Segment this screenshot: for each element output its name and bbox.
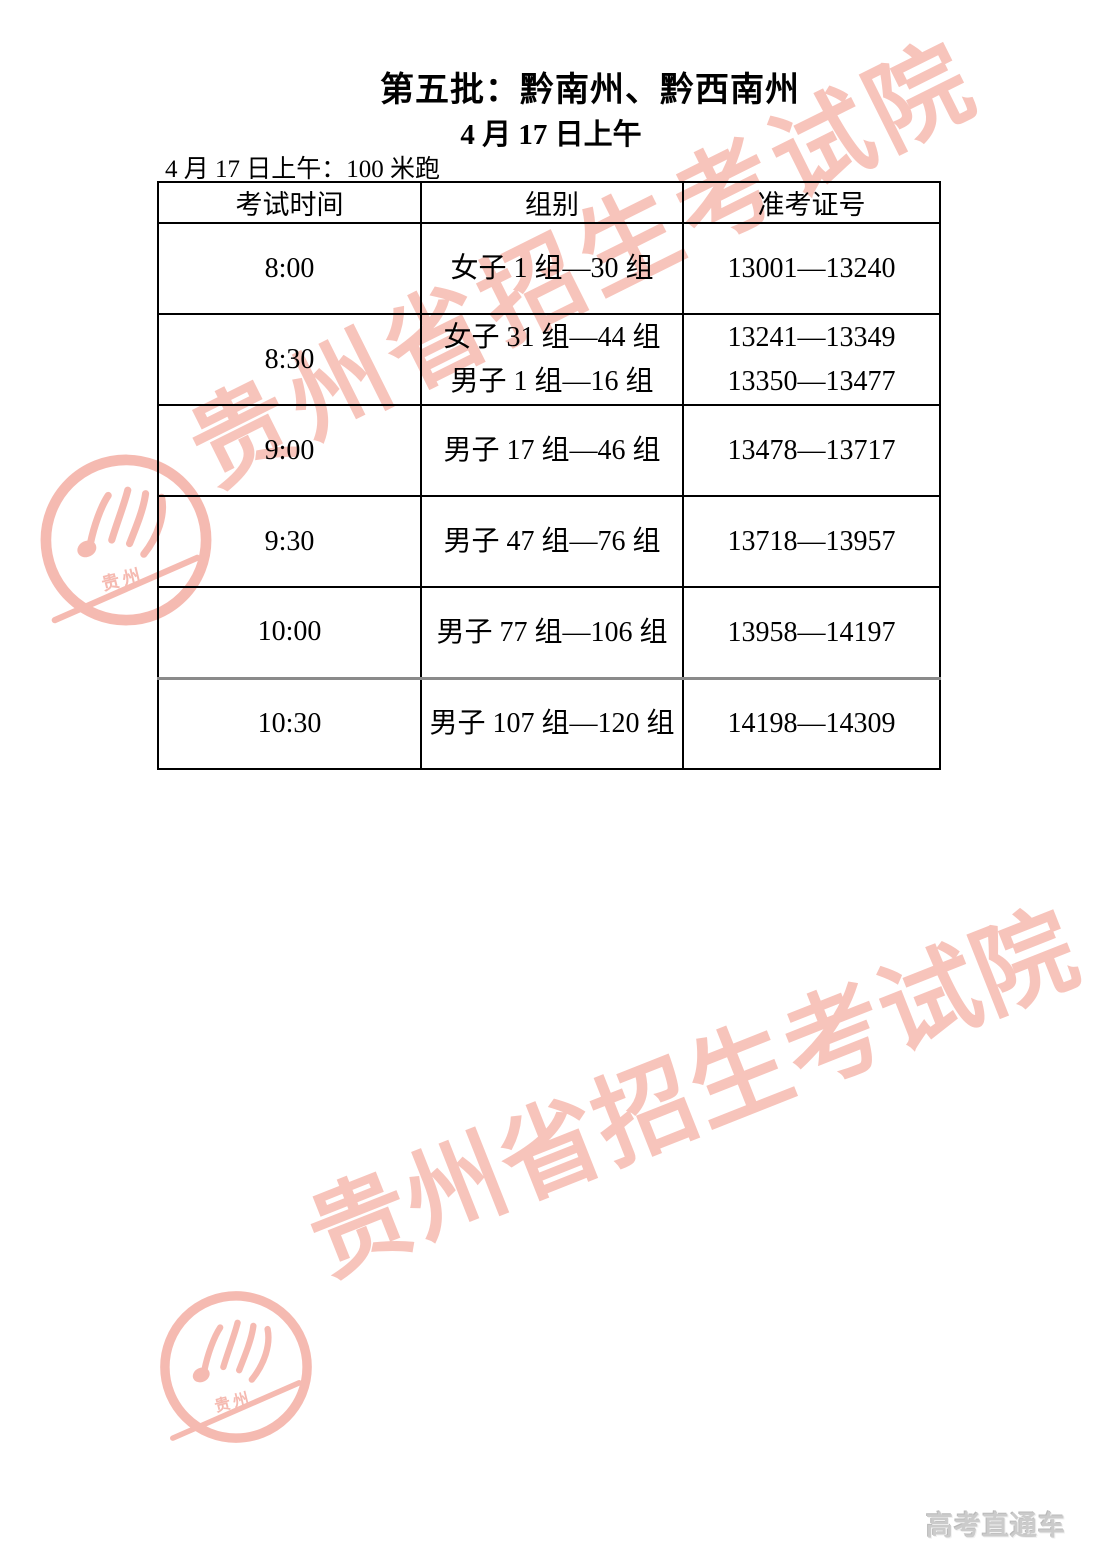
cell-ticket: 13001—13240 xyxy=(682,222,941,315)
table-row: 10:30 男子 107 组—120 组 14198—14309 xyxy=(157,677,941,770)
table-row: 8:00 女子 1 组—30 组 13001—13240 xyxy=(157,222,941,315)
cell-time: 9:00 xyxy=(157,404,422,497)
footer-brand: 高考直通车 xyxy=(926,1511,1066,1541)
page-subtitle: 4 月 17 日上午 xyxy=(460,119,642,151)
cell-time: 9:30 xyxy=(157,495,422,588)
cell-group: 女子 31 组—44 组 男子 1 组—16 组 xyxy=(420,313,684,406)
cell-time: 10:00 xyxy=(157,586,422,680)
table-row: 8:30 女子 31 组—44 组 男子 1 组—16 组 13241—1334… xyxy=(157,313,941,406)
cell-ticket: 13718—13957 xyxy=(682,495,941,588)
header-exam-time: 考试时间 xyxy=(157,181,422,224)
table-row: 9:30 男子 47 组—76 组 13718—13957 xyxy=(157,495,941,588)
header-group: 组别 xyxy=(420,181,684,224)
seal-stamp-icon: 贵州 xyxy=(160,1291,312,1443)
header-ticket-number: 准考证号 xyxy=(682,181,941,224)
table-row: 9:00 男子 17 组—46 组 13478—13717 xyxy=(157,404,941,497)
cell-group: 男子 107 组—120 组 xyxy=(420,677,684,770)
exam-schedule-table: 考试时间 组别 准考证号 8:00 女子 1 组—30 组 13001—1324… xyxy=(157,181,941,770)
cell-group: 男子 47 组—76 组 xyxy=(420,495,684,588)
table-caption: 4 月 17 日上午：100 米跑 xyxy=(165,156,441,183)
cell-group: 女子 1 组—30 组 xyxy=(420,222,684,315)
cell-ticket: 13241—13349 13350—13477 xyxy=(682,313,941,406)
cell-ticket: 14198—14309 xyxy=(682,677,941,770)
cell-ticket: 13958—14197 xyxy=(682,586,941,680)
table-header-row: 考试时间 组别 准考证号 xyxy=(157,181,941,224)
page-title: 第五批：黔南州、黔西南州 xyxy=(380,72,800,109)
cell-group: 男子 77 组—106 组 xyxy=(420,586,684,680)
cell-group: 男子 17 组—46 组 xyxy=(420,404,684,497)
cell-time: 10:30 xyxy=(157,677,422,770)
table-row: 10:00 男子 77 组—106 组 13958—14197 xyxy=(157,586,941,680)
cell-ticket: 13478—13717 xyxy=(682,404,941,497)
cell-time: 8:30 xyxy=(157,313,422,406)
cell-time: 8:00 xyxy=(157,222,422,315)
